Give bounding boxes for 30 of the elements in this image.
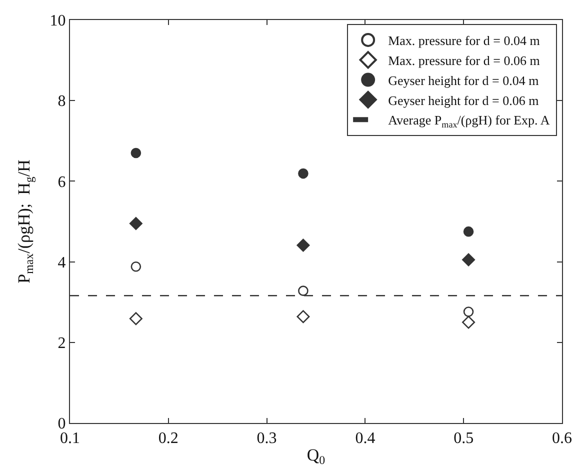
point	[463, 306, 474, 317]
point	[298, 286, 308, 296]
x-axis-title: Q$_{0}$	[306, 446, 326, 468]
x-tick-label: 0.2	[158, 430, 178, 448]
point	[296, 238, 310, 252]
point	[463, 226, 474, 237]
point	[129, 217, 142, 230]
point	[296, 310, 310, 324]
y-tick-label: 8	[58, 93, 66, 110]
point	[298, 168, 308, 179]
point	[129, 312, 142, 326]
point	[130, 261, 142, 272]
x-tick-label: 0.3	[256, 430, 277, 448]
y-tick-label: 6	[58, 174, 66, 191]
legend-label: Average P$_{max}$/(ρgH) for Exp. A	[388, 112, 550, 130]
legend-label: Max. pressure for d = 0.06 m	[388, 52, 540, 68]
legend-label: Max. pressure for d = 0.04 m	[388, 33, 540, 48]
x-tick-label: 0.4	[355, 430, 376, 448]
point	[462, 253, 476, 266]
y-tick-label: 10	[50, 12, 66, 30]
x-tick-label: 0.5	[454, 430, 474, 448]
point	[130, 148, 142, 158]
point	[462, 316, 476, 329]
x-tick-label: 0.1	[60, 430, 80, 448]
y-tick-label: 2	[58, 335, 66, 352]
legend-label: Geyser height for d = 0.06 m	[388, 92, 539, 108]
x-tick-label: 0.6	[552, 430, 572, 448]
y-tick-label: 0	[58, 416, 66, 433]
legend-label: Geyser height for d = 0.04 m	[388, 72, 539, 88]
y-tick-label: 4	[58, 254, 66, 272]
